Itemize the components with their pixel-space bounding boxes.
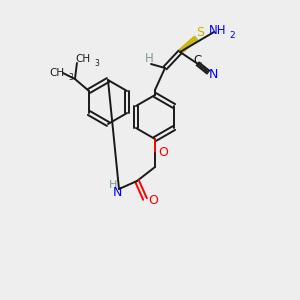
Text: N: N [112,187,122,200]
Text: 2: 2 [229,32,235,40]
Text: 3: 3 [94,58,99,68]
Text: H: H [109,180,117,190]
Text: CH: CH [50,68,64,78]
Text: CH: CH [75,54,91,64]
Text: O: O [158,146,168,160]
Text: N: N [208,68,218,80]
Text: H: H [145,52,153,65]
Text: NH: NH [209,23,227,37]
Text: S: S [196,26,204,38]
Text: 3: 3 [68,73,74,82]
Text: O: O [148,194,158,208]
Text: C: C [193,53,201,67]
